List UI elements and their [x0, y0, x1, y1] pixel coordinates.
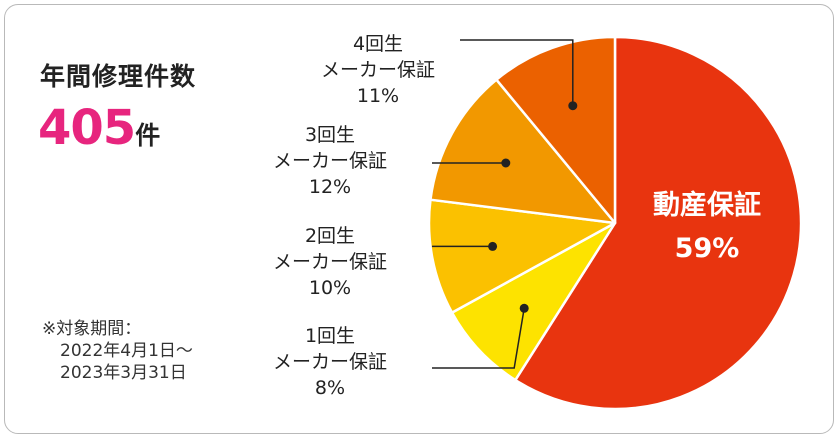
- period-end: 2023年3月31日: [60, 363, 187, 383]
- slice-percent-maker-1: 8%: [315, 377, 345, 399]
- period-start: 2022年4月1日～: [60, 341, 193, 361]
- period-note-label: ※対象期間：: [42, 319, 142, 339]
- slice-percent-maker-2: 10%: [309, 277, 351, 299]
- leader-line-maker-1: [432, 308, 525, 369]
- slice-label-maker-3: メーカー保証: [273, 150, 387, 172]
- slice-label-maker-2: 2回生: [305, 225, 355, 247]
- slice-percent-dousan-hoshou: 59%: [675, 233, 740, 264]
- slice-label-maker-3: 3回生: [305, 124, 355, 146]
- pie-slice-maker-4: [495, 35, 617, 225]
- pie-slice-maker-3: [429, 78, 617, 225]
- repair-count: 405件: [38, 100, 160, 156]
- slice-label-dousan-hoshou: 動産保証: [653, 189, 761, 221]
- slice-label-maker-1: 1回生: [305, 325, 355, 347]
- slice-label-maker-4: 4回生: [353, 33, 403, 55]
- slice-percent-maker-3: 12%: [309, 176, 351, 198]
- slice-percent-maker-4: 11%: [357, 85, 399, 107]
- slice-label-maker-4: メーカー保証: [321, 59, 435, 81]
- pie-slice-dousan-hoshou: [514, 35, 803, 411]
- repair-count-unit: 件: [135, 121, 161, 150]
- slice-label-maker-1: メーカー保証: [273, 351, 387, 373]
- slice-label-maker-2: メーカー保証: [273, 251, 387, 273]
- chart-heading: 年間修理件数: [40, 62, 197, 91]
- pie-slice-maker-1: [450, 221, 617, 382]
- leader-line-maker-4: [460, 39, 574, 106]
- period-note: ※対象期間： 2022年4月1日～ 2023年3月31日: [42, 318, 193, 384]
- pie-slice-maker-2: [427, 198, 617, 314]
- repair-count-value: 405: [38, 100, 136, 156]
